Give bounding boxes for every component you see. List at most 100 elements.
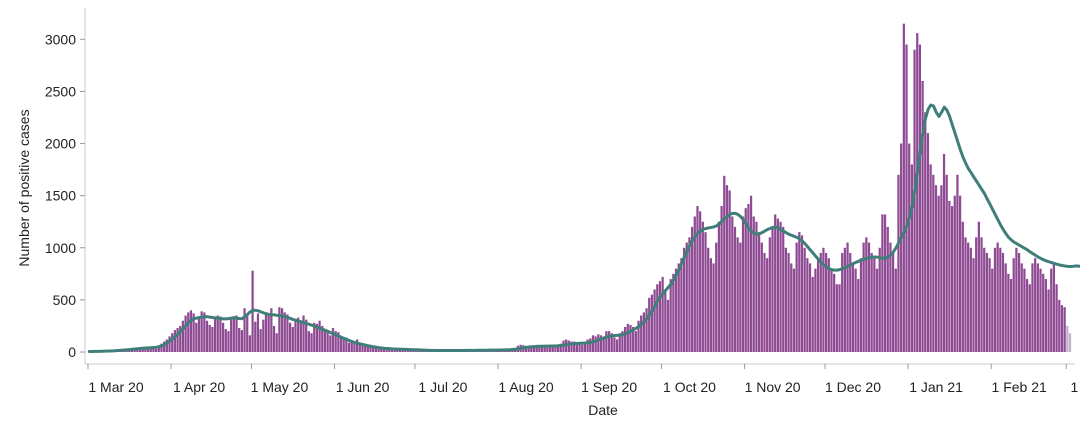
bar bbox=[527, 345, 530, 352]
bar bbox=[953, 195, 956, 352]
bar bbox=[664, 289, 667, 352]
bar bbox=[599, 335, 603, 352]
bar bbox=[313, 322, 316, 352]
bar bbox=[307, 331, 310, 352]
x-tick-label: 1 Mar 2 bbox=[1070, 379, 1080, 395]
x-tick-label: 1 Dec 20 bbox=[825, 379, 881, 395]
bar bbox=[774, 214, 777, 352]
bar bbox=[975, 237, 978, 352]
bar bbox=[993, 247, 997, 352]
bar bbox=[969, 247, 972, 352]
bar bbox=[873, 258, 876, 352]
bar bbox=[642, 312, 645, 352]
bar bbox=[605, 331, 608, 352]
bar bbox=[543, 345, 546, 352]
bar bbox=[854, 268, 857, 352]
x-tick-label: 1 Jun 20 bbox=[336, 379, 390, 395]
bar bbox=[833, 273, 836, 352]
x-axis-title: Date bbox=[588, 402, 618, 418]
bar bbox=[326, 332, 329, 352]
bar bbox=[1031, 263, 1034, 352]
bar bbox=[1007, 273, 1010, 352]
bar bbox=[827, 258, 830, 352]
bar bbox=[768, 237, 771, 352]
bar bbox=[334, 331, 337, 352]
bar bbox=[870, 252, 873, 352]
bar bbox=[299, 322, 302, 352]
bar bbox=[685, 242, 688, 352]
bar bbox=[329, 335, 332, 352]
bar bbox=[776, 218, 779, 352]
bar bbox=[945, 174, 948, 352]
bar bbox=[977, 221, 980, 352]
bar bbox=[404, 349, 407, 352]
bar bbox=[632, 326, 635, 352]
bar bbox=[272, 325, 276, 352]
bar bbox=[881, 214, 884, 352]
bar bbox=[959, 195, 962, 352]
bar bbox=[918, 44, 922, 353]
bar bbox=[771, 226, 774, 352]
bar bbox=[999, 247, 1002, 352]
bar bbox=[1063, 307, 1066, 352]
bar bbox=[883, 214, 887, 352]
bar bbox=[790, 263, 793, 352]
bar bbox=[350, 341, 353, 352]
x-tick-label: 1 Mar 20 bbox=[88, 379, 143, 395]
bar bbox=[323, 331, 327, 352]
bar bbox=[366, 346, 369, 352]
bar bbox=[991, 268, 994, 352]
bar bbox=[1023, 268, 1026, 352]
bar bbox=[192, 313, 195, 352]
bar bbox=[546, 345, 549, 352]
y-axis: 0 500 1000 1500 2000 2500 3000 bbox=[45, 31, 85, 360]
bar bbox=[356, 339, 359, 352]
bar bbox=[538, 345, 541, 352]
bar bbox=[278, 307, 281, 352]
x-tick-label: 1 Apr 20 bbox=[173, 379, 225, 395]
bar bbox=[744, 208, 747, 352]
bar bbox=[195, 322, 198, 352]
bar bbox=[294, 320, 297, 352]
bar bbox=[297, 317, 300, 352]
bar bbox=[146, 348, 150, 352]
bar bbox=[1039, 268, 1042, 352]
bar bbox=[613, 337, 616, 352]
bar bbox=[621, 331, 624, 352]
bar bbox=[624, 326, 627, 352]
bar bbox=[661, 276, 664, 352]
bar bbox=[1012, 258, 1015, 352]
bar bbox=[656, 284, 659, 352]
y-tick-label: 1500 bbox=[45, 188, 76, 204]
bar bbox=[554, 346, 557, 352]
bar bbox=[163, 341, 166, 352]
bar bbox=[782, 226, 785, 352]
bar bbox=[321, 325, 324, 352]
line-series bbox=[87, 103, 1080, 353]
bar bbox=[747, 203, 750, 352]
bar bbox=[704, 232, 707, 352]
bar bbox=[181, 320, 185, 352]
bar bbox=[396, 349, 399, 352]
bar bbox=[535, 346, 538, 352]
bar bbox=[286, 314, 289, 352]
bar bbox=[875, 268, 879, 352]
bar bbox=[532, 345, 536, 352]
bar bbox=[222, 322, 225, 352]
bar bbox=[731, 216, 734, 352]
bar bbox=[699, 211, 702, 352]
bar bbox=[530, 346, 533, 352]
x-tick-label: 1 Jan 21 bbox=[909, 379, 963, 395]
bar bbox=[800, 235, 804, 352]
bar bbox=[189, 310, 193, 352]
x-tick-label: 1 Oct 20 bbox=[663, 379, 716, 395]
bar bbox=[331, 328, 335, 352]
bar bbox=[1009, 279, 1013, 352]
bar bbox=[597, 334, 600, 352]
bar bbox=[720, 206, 723, 352]
bar bbox=[688, 237, 691, 352]
bar bbox=[197, 317, 201, 352]
bar bbox=[972, 258, 975, 352]
bar bbox=[908, 143, 911, 352]
